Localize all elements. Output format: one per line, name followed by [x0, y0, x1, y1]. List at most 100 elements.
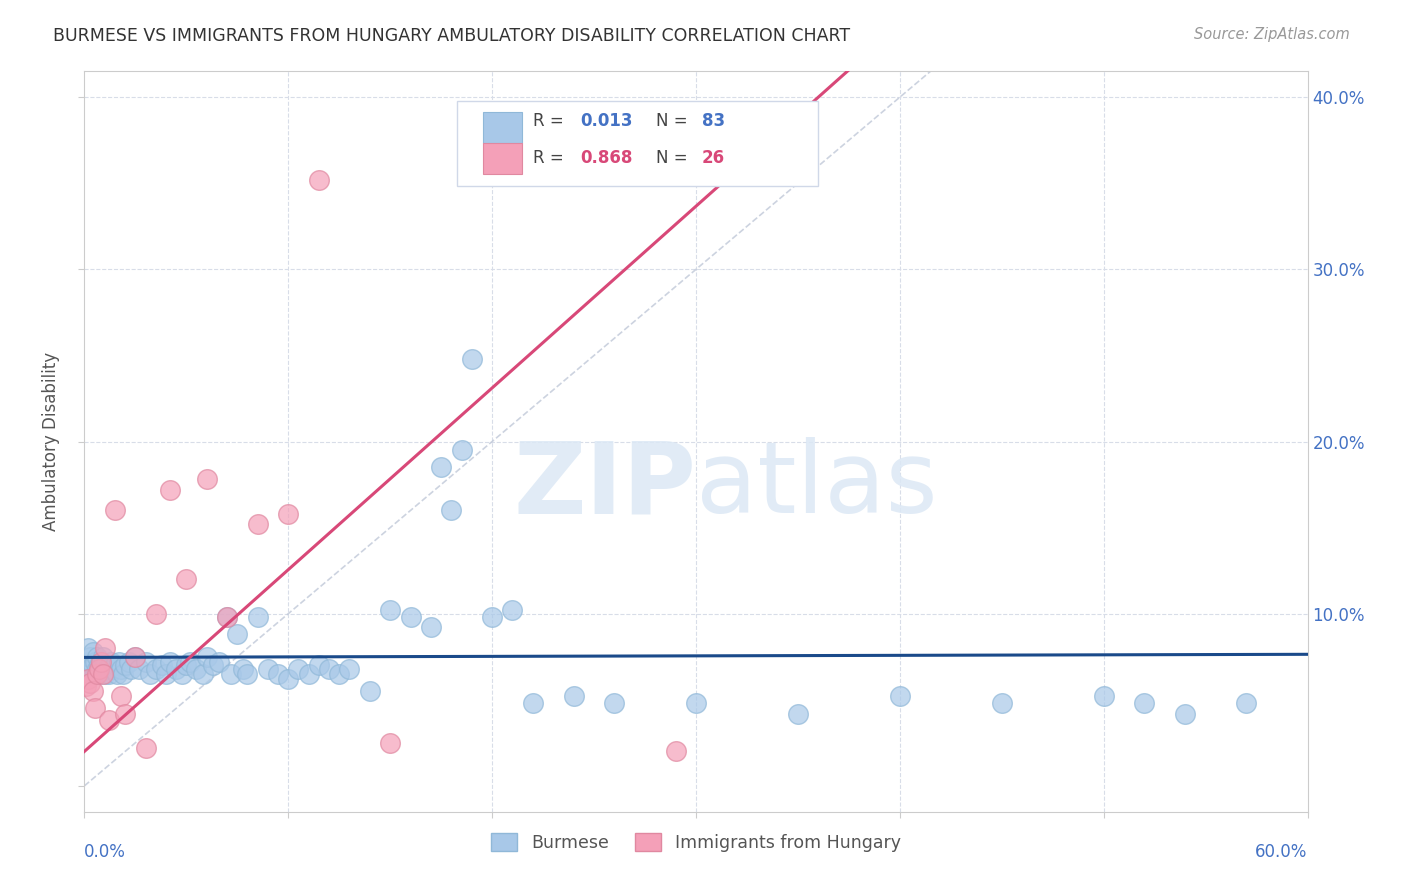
Text: 60.0%: 60.0% [1256, 843, 1308, 861]
Point [114, 706, 136, 721]
Text: atlas: atlas [696, 437, 938, 534]
Point [277, 672, 299, 686]
Point [603, 696, 626, 710]
Text: 0.868: 0.868 [579, 149, 633, 167]
Point [359, 684, 381, 698]
Point [87, 662, 110, 676]
Point [86, 649, 108, 664]
Point [191, 667, 214, 681]
Point [380, 736, 402, 750]
Point [93, 667, 115, 681]
Point [787, 706, 810, 721]
Point [135, 741, 157, 756]
Point [159, 655, 181, 669]
Point [267, 667, 290, 681]
Point [112, 667, 135, 681]
Point [90, 662, 112, 676]
Point [105, 667, 128, 681]
Point [150, 658, 173, 673]
Text: 0.0%: 0.0% [84, 843, 127, 861]
Point [135, 655, 157, 669]
Point [145, 607, 167, 621]
Point [522, 696, 544, 710]
Point [159, 483, 181, 497]
Point [79, 675, 101, 690]
Point [208, 655, 231, 669]
Point [110, 690, 132, 704]
Point [889, 690, 911, 704]
Point [77, 655, 100, 669]
Point [104, 503, 127, 517]
Text: R =: R = [533, 112, 569, 130]
Point [83, 701, 105, 715]
Point [75, 662, 97, 676]
Point [1236, 696, 1258, 710]
Point [257, 662, 280, 676]
Text: 0.013: 0.013 [579, 112, 633, 130]
Point [308, 173, 330, 187]
Point [1133, 696, 1156, 710]
Point [77, 672, 100, 686]
Point [91, 667, 114, 681]
Text: ZIP: ZIP [513, 437, 696, 534]
Point [174, 658, 197, 673]
Point [155, 667, 177, 681]
Point [90, 655, 112, 669]
Point [562, 690, 585, 704]
Point [83, 667, 105, 681]
Point [1174, 706, 1197, 721]
Point [318, 662, 340, 676]
Point [87, 658, 110, 673]
Point [120, 662, 142, 676]
Text: N =: N = [655, 149, 693, 167]
Point [96, 662, 118, 676]
Point [114, 658, 136, 673]
Point [86, 667, 108, 681]
Point [217, 610, 239, 624]
Point [77, 641, 100, 656]
Point [226, 627, 249, 641]
Point [124, 649, 146, 664]
Point [101, 662, 124, 676]
Point [86, 662, 108, 676]
Point [186, 662, 208, 676]
Point [420, 620, 443, 634]
Text: N =: N = [655, 112, 693, 130]
Point [93, 658, 115, 673]
Point [172, 667, 194, 681]
Legend: Burmese, Immigrants from Hungary: Burmese, Immigrants from Hungary [484, 826, 908, 859]
Point [440, 503, 463, 517]
Point [665, 744, 688, 758]
Point [128, 662, 150, 676]
Point [97, 667, 120, 681]
Point [298, 667, 321, 681]
FancyBboxPatch shape [457, 101, 818, 186]
Point [502, 603, 524, 617]
Text: Source: ZipAtlas.com: Source: ZipAtlas.com [1194, 27, 1350, 42]
Point [328, 667, 350, 681]
Point [1092, 690, 1115, 704]
Point [174, 572, 197, 586]
Text: 83: 83 [702, 112, 725, 130]
Point [232, 662, 254, 676]
Point [104, 658, 127, 673]
Text: BURMESE VS IMMIGRANTS FROM HUNGARY AMBULATORY DISABILITY CORRELATION CHART: BURMESE VS IMMIGRANTS FROM HUNGARY AMBUL… [53, 27, 851, 45]
Point [118, 655, 141, 669]
Point [165, 662, 187, 676]
Point [450, 443, 472, 458]
Point [82, 658, 104, 673]
Point [100, 655, 122, 669]
FancyBboxPatch shape [484, 112, 522, 143]
Point [83, 655, 105, 669]
Point [93, 641, 115, 656]
Point [79, 649, 101, 664]
Point [399, 610, 422, 624]
Point [179, 655, 201, 669]
Point [339, 662, 361, 676]
Point [82, 684, 104, 698]
Point [195, 649, 218, 664]
Point [380, 603, 402, 617]
Point [236, 667, 259, 681]
Point [91, 649, 114, 664]
Point [138, 667, 160, 681]
